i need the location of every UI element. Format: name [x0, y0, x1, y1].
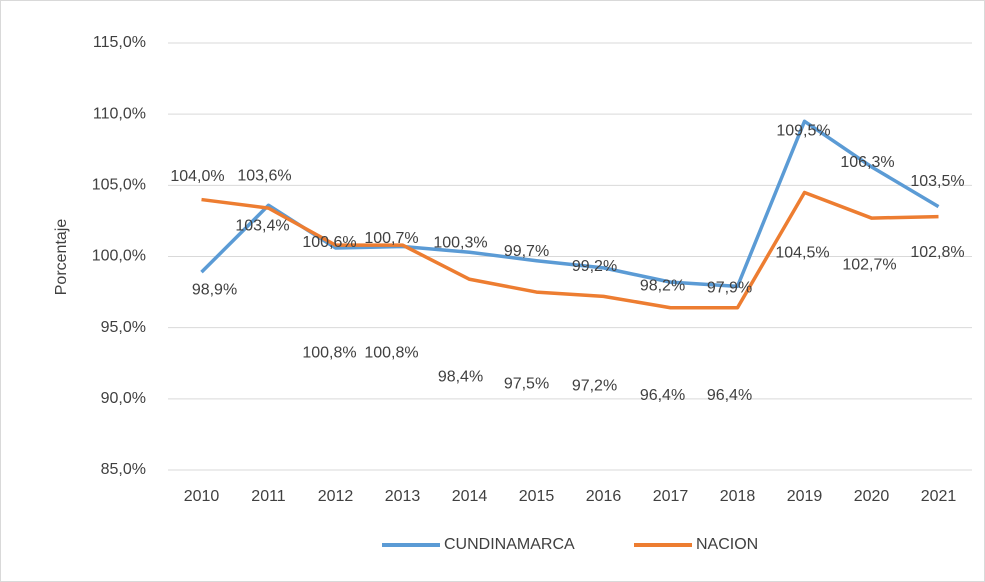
data-label: 102,8% — [910, 244, 964, 261]
data-label: 100,7% — [364, 230, 418, 247]
data-label: 97,2% — [572, 378, 617, 395]
data-label: 98,4% — [438, 368, 483, 385]
data-label: 100,8% — [364, 344, 418, 361]
y-tick-label: 85,0% — [101, 461, 146, 478]
legend-label: NACION — [696, 536, 758, 553]
data-label: 96,4% — [640, 387, 685, 404]
x-tick-label: 2019 — [787, 488, 823, 505]
legend-label: CUNDINAMARCA — [444, 536, 575, 553]
data-label: 98,2% — [640, 277, 685, 294]
data-label: 106,3% — [840, 154, 894, 171]
x-tick-label: 2012 — [318, 488, 354, 505]
x-tick-label: 2011 — [251, 488, 286, 505]
x-tick-label: 2014 — [452, 488, 488, 505]
x-tick-label: 2015 — [519, 488, 555, 505]
data-label: 97,9% — [707, 280, 752, 297]
data-label: 99,7% — [504, 243, 549, 260]
x-tick-label: 2021 — [921, 488, 957, 505]
data-label: 98,9% — [192, 281, 237, 298]
data-label: 100,8% — [302, 344, 356, 361]
data-label: 100,3% — [433, 234, 487, 251]
data-label: 97,5% — [504, 375, 549, 392]
y-tick-label: 115,0% — [93, 34, 146, 51]
x-tick-label: 2010 — [184, 488, 220, 505]
data-label: 100,6% — [302, 234, 356, 251]
y-tick-label: 105,0% — [92, 177, 146, 194]
data-label: 109,5% — [776, 123, 830, 140]
y-tick-label: 90,0% — [101, 390, 146, 407]
line-series — [201, 190, 939, 310]
data-label: 103,5% — [910, 173, 964, 190]
x-tick-label: 2018 — [720, 488, 756, 505]
data-label: 99,2% — [572, 258, 617, 275]
y-tick-label: 110,0% — [93, 105, 146, 122]
x-tick-label: 2016 — [586, 488, 622, 505]
data-label: 96,4% — [707, 387, 752, 404]
data-label: 102,7% — [842, 256, 896, 273]
data-label: 104,0% — [170, 168, 224, 185]
x-tick-label: 2013 — [385, 488, 421, 505]
data-label: 103,4% — [235, 217, 289, 234]
x-tick-label: 2017 — [653, 488, 689, 505]
data-label: 103,6% — [237, 167, 291, 184]
y-axis-label: Porcentaje — [53, 219, 70, 296]
y-tick-label: 95,0% — [101, 319, 146, 336]
y-tick-label: 100,0% — [92, 248, 146, 265]
x-tick-label: 2020 — [854, 488, 890, 505]
data-label: 104,5% — [775, 245, 829, 262]
